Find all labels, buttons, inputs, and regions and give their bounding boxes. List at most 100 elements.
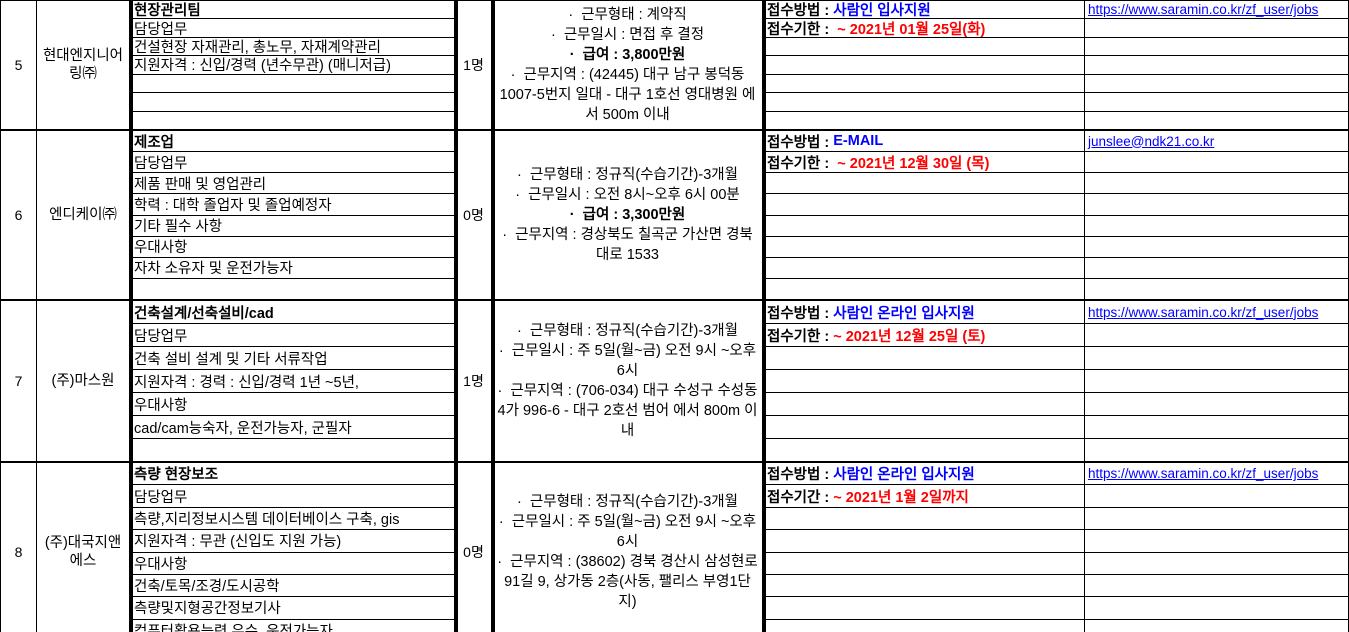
empty-row (1085, 258, 1348, 279)
detail-row (131, 439, 454, 461)
detail-text: 우대사항 (134, 397, 188, 414)
row-number: 8 (14, 544, 23, 560)
work-conditions-cell: · 근무형태 : 정규직(수습기간)-3개월 · 근무일시 : 주 5일(월~금)… (492, 301, 763, 461)
deadline-value: ~ 2021년 01월 25일(화) (837, 21, 986, 38)
link-cell: https://www.saramin.co.kr/zf_user/jobs (1085, 463, 1349, 632)
detail-text: 지원자격 : 신입/경력 (년수무관) (매니저급) (134, 58, 391, 75)
company-name: (주)마스원 (51, 372, 115, 389)
job-row-group: 7 (주)마스원 건축설계/선축설비/cad 담당업무 건축 설비 설계 및 기타 서류… (0, 301, 1349, 463)
detail-text: 담당업무 (134, 489, 188, 506)
empty-row (764, 56, 1084, 75)
row-number: 5 (14, 57, 23, 73)
detail-text: cad/cam능숙자, 운전가능자, 군필자 (134, 420, 352, 437)
condition-line: · 근무지역 : (706-034) 대구 수성구 수성동4가 996-6 - … (497, 383, 758, 439)
detail-text: 건축/토목/조경/도시공학 (134, 579, 280, 596)
condition-line: · 근무일시 : 오전 8시~오후 6시 00분 (515, 187, 740, 203)
apply-method-value: 사람인 온라인 입사지원 (833, 467, 975, 484)
detail-row (131, 75, 454, 94)
empty-row (764, 393, 1084, 416)
detail-row: 지원자격 : 신입/경력 (년수무관) (매니저급) (131, 56, 454, 75)
row-number-cell: 5 (0, 1, 37, 129)
detail-text: 건설현장 자재관리, 총노무, 자재계약관리 (134, 40, 381, 57)
job-details-cell: 현장관리팀 담당업무 건설현장 자재관리, 총노무, 자재계약관리 지원자격 : 신입… (130, 1, 455, 129)
apply-method-row: 접수방법 : 사람인 온라인 입사지원 (764, 463, 1084, 486)
empty-row (1085, 173, 1348, 195)
job-title-row: 현장관리팀 (131, 1, 454, 20)
detail-row: 우대사항 (131, 237, 454, 258)
detail-text: 기타 필수 사항 (134, 219, 223, 236)
detail-row: 건축/토목/조경/도시공학 (131, 575, 454, 598)
empty-row (1085, 152, 1348, 174)
headcount: 0명 (463, 544, 484, 560)
job-row-group: 5 현대엔지니어링㈜ 현장관리팀 담당업무 건설현장 자재관리, 총노무, 자재계약관리… (0, 1, 1349, 131)
job-title: 제조업 (134, 134, 175, 151)
empty-row (1085, 216, 1348, 237)
deadline-label: 접수기한 : (767, 155, 838, 172)
headcount-cell: 0명 (455, 463, 492, 632)
empty-row (764, 553, 1084, 575)
detail-text: 우대사항 (134, 556, 188, 573)
application-cell: 접수방법 : 사람인 온라인 입사지원 접수기한 : ~ 2021년 12월 25… (763, 301, 1085, 461)
company-cell: 현대엔지니어링㈜ (37, 1, 130, 129)
condition-line: · 근무일시 : 면접 후 결정 (550, 27, 705, 43)
headcount: 1명 (463, 373, 484, 389)
job-title-row: 제조업 (131, 131, 454, 153)
row-number-cell: 6 (0, 131, 37, 299)
detail-row: 건설현장 자재관리, 총노무, 자재계약관리 (131, 38, 454, 57)
empty-row (764, 258, 1084, 279)
empty-row (764, 216, 1084, 237)
empty-row (1085, 56, 1348, 75)
company-name: 엔디케이㈜ (49, 206, 117, 223)
detail-text: 우대사항 (134, 240, 188, 257)
job-title: 현장관리팀 (134, 3, 201, 20)
detail-row: 제품 판매 및 영업관리 (131, 173, 454, 195)
work-conditions-cell: · 근무형태 : 정규직(수습기간)-3개월 · 근무일시 : 주 5일(월~금)… (492, 463, 763, 632)
empty-row (764, 279, 1084, 299)
detail-row: 우대사항 (131, 553, 454, 575)
email-link[interactable]: junslee@ndk21.co.kr (1088, 133, 1215, 149)
application-url-link[interactable]: https://www.saramin.co.kr/zf_user/jobs (1088, 466, 1319, 482)
job-title-row: 측량 현장보조 (131, 463, 454, 486)
apply-method-label: 접수방법 : (767, 3, 834, 20)
condition-line: · 근무지역 : (38602) 경북 경산시 삼성현로91길 9, 상가동 2… (497, 554, 758, 610)
company-cell: (주)마스원 (37, 301, 130, 461)
empty-row (1085, 485, 1348, 508)
row-number: 7 (14, 373, 23, 389)
deadline-label: 접수기간 : (767, 489, 834, 506)
detail-row: 건축 설비 설계 및 기타 서류작업 (131, 347, 454, 370)
company-name: 현대엔지니어링㈜ (42, 47, 124, 82)
headcount-cell: 0명 (455, 131, 492, 299)
detail-row: 담당업무 (131, 152, 454, 174)
detail-row: 지원자격 : 경력 : 신입/경력 1년 ~5년, (131, 370, 454, 393)
headcount: 0명 (463, 207, 484, 223)
link-row: junslee@ndk21.co.kr (1085, 131, 1348, 153)
empty-row (764, 237, 1084, 258)
detail-row (131, 93, 454, 112)
condition-line: · 급여 : 3,800만원 (569, 47, 686, 63)
condition-line: · 근무지역 : (42445) 대구 남구 봉덕동 1007-5번지 일대 -… (499, 67, 756, 123)
job-row-group: 6 엔디케이㈜ 제조업 담당업무 제품 판매 및 영업관리 학력 : 대학 졸업자 및 졸… (0, 131, 1349, 301)
detail-text: 제품 판매 및 영업관리 (134, 176, 267, 193)
detail-row: 지원자격 : 무관 (신입도 지원 가능) (131, 530, 454, 553)
empty-row (1085, 112, 1348, 129)
headcount: 1명 (463, 57, 484, 73)
apply-method-row: 접수방법 : E-MAIL (764, 131, 1084, 153)
detail-row: 측량및지형공간정보기사 (131, 597, 454, 620)
application-url-link[interactable]: https://www.saramin.co.kr/zf_user/jobs (1088, 304, 1319, 320)
empty-row (1085, 237, 1348, 258)
condition-line: · 근무지역 : 경상북도 칠곡군 가산면 경북대로 1533 (502, 227, 753, 263)
empty-row (1085, 19, 1348, 38)
application-url-link[interactable]: https://www.saramin.co.kr/zf_user/jobs (1088, 2, 1319, 18)
apply-method-label: 접수방법 : (767, 305, 834, 322)
condition-line: · 근무일시 : 주 5일(월~금) 오전 9시 ~오후 6시 (498, 514, 761, 550)
detail-text: 담당업무 (134, 155, 188, 172)
deadline-label: 접수기한 : (767, 21, 838, 38)
empty-row (764, 597, 1084, 620)
empty-row (764, 439, 1084, 461)
apply-method-label: 접수방법 : (767, 467, 834, 484)
deadline-label: 접수기한 : (767, 328, 834, 345)
empty-row (1085, 620, 1348, 632)
empty-row (1085, 530, 1348, 553)
application-cell: 접수방법 : 사람인 온라인 입사지원 접수기간 : ~ 2021년 1월 2일까… (763, 463, 1085, 632)
